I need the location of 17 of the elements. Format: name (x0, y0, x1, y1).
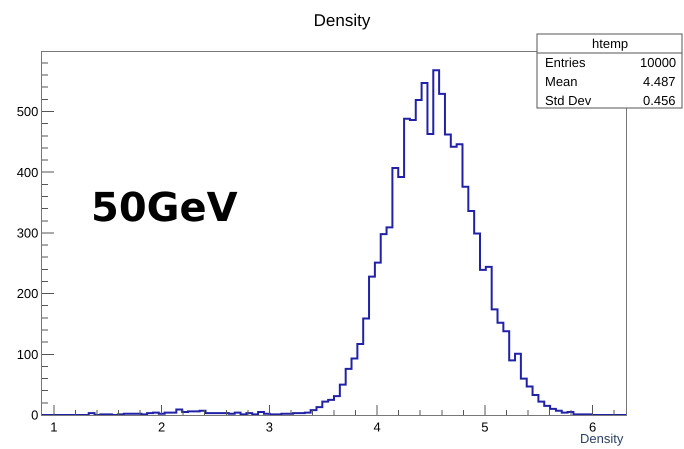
x-tick-label: 3 (266, 420, 273, 435)
y-tick-label: 100 (16, 346, 38, 362)
text: htemp (592, 36, 628, 51)
x-tick-label: 4 (373, 420, 381, 435)
annotation: 50GeV (91, 185, 238, 231)
text: Mean 4.487 (545, 74, 676, 89)
x-tick-label: 1 (50, 420, 58, 435)
text: Std Dev 0.456 (545, 93, 676, 108)
y-tick-label: 300 (16, 225, 38, 240)
y-tick-label: 0 (31, 408, 38, 423)
text: Entries 10000 (545, 55, 676, 70)
y-tick-label: 200 (16, 286, 38, 302)
y-tick-label: 500 (16, 104, 38, 120)
x-tick-label: 5 (481, 420, 488, 435)
chart-title: Density (314, 11, 371, 30)
x-tick-label: 2 (158, 420, 166, 435)
y-tick-label: 400 (16, 164, 38, 180)
